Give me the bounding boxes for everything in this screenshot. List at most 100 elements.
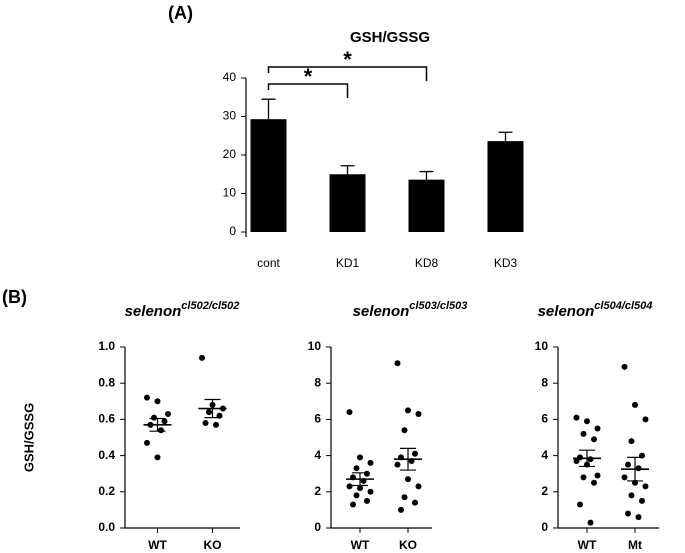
data-point: [632, 401, 638, 408]
data-point: [587, 456, 594, 463]
title-main: selenon: [538, 303, 595, 320]
y-tick-label: 0.4: [98, 448, 115, 462]
y-tick-label: 8: [314, 375, 321, 389]
error-bar: [419, 170, 434, 180]
x-tick-label: cont: [257, 256, 280, 270]
data-point: [584, 418, 590, 425]
data-point: [594, 472, 601, 479]
error-bar: [340, 165, 355, 175]
significance-bracket: [267, 66, 428, 81]
sem-bar: [400, 447, 416, 471]
data-point: [357, 485, 363, 492]
x-tick-label: WT: [578, 538, 597, 552]
data-point: [573, 414, 580, 421]
data-point: [580, 474, 587, 481]
data-point: [202, 420, 209, 427]
data-point: [398, 506, 404, 513]
data-point: [213, 421, 219, 428]
y-tick-label: 30: [223, 109, 237, 123]
data-point: [161, 418, 168, 425]
bar: [408, 179, 445, 232]
data-point: [577, 501, 583, 508]
chart-title: GSH/GSSG: [350, 29, 430, 46]
bar: [329, 174, 366, 232]
y-tick-label: 4: [541, 448, 548, 462]
data-point: [154, 398, 161, 405]
data-point: [580, 430, 587, 437]
y-tick-label: 0.6: [98, 412, 115, 426]
data-point: [621, 363, 628, 370]
data-point: [144, 394, 150, 401]
data-point: [635, 514, 642, 521]
y-axis-label: GSH/GSSG: [21, 403, 36, 472]
data-point: [625, 461, 631, 468]
y-tick-label: 2: [314, 484, 321, 498]
data-point: [165, 410, 171, 417]
y-tick-label: 1.0: [98, 339, 115, 353]
data-point: [367, 488, 374, 495]
chart-title: selenoncl503/cl503: [353, 300, 468, 320]
data-point: [591, 436, 597, 443]
x-tick-label: KD3: [494, 256, 518, 270]
data-point: [353, 465, 360, 472]
title-main: selenon: [353, 303, 410, 320]
y-tick-label: 40: [223, 70, 237, 84]
data-point: [642, 483, 649, 490]
data-point: [158, 427, 164, 434]
data-point: [154, 454, 161, 461]
data-point: [394, 461, 401, 468]
data-point: [639, 497, 645, 504]
data-point: [415, 410, 422, 417]
y-tick-label: 10: [308, 339, 322, 353]
data-point: [573, 458, 580, 465]
sem-bar: [579, 449, 595, 468]
data-point: [412, 450, 418, 457]
title-superscript: cl503/cl503: [409, 300, 467, 312]
x-tick-label: KD1: [336, 256, 360, 270]
bar: [487, 141, 524, 232]
data-point: [401, 427, 408, 434]
data-point: [415, 483, 422, 490]
significance-label: *: [343, 47, 352, 72]
title-superscript: cl502/cl502: [181, 300, 239, 312]
x-tick-label: WT: [148, 538, 167, 552]
data-point: [144, 439, 150, 446]
x-tick-label: KO: [204, 538, 222, 552]
data-point: [350, 501, 356, 508]
panel-label: (B): [2, 287, 27, 307]
data-point: [628, 492, 635, 499]
y-tick-label: 0.8: [98, 375, 115, 389]
x-tick-label: KO: [399, 538, 417, 552]
y-tick-label: 8: [541, 375, 548, 389]
data-point: [394, 360, 401, 367]
data-point: [353, 492, 360, 499]
data-point: [346, 409, 353, 416]
x-tick-label: KD8: [415, 256, 439, 270]
x-tick-label: Mt: [628, 538, 642, 552]
error-bar: [498, 131, 513, 142]
data-point: [405, 407, 411, 414]
data-point: [587, 519, 594, 526]
data-point: [364, 470, 370, 477]
chart-title: selenoncl502/cl502: [125, 300, 240, 320]
data-point: [405, 476, 411, 483]
y-tick-label: 10: [223, 186, 237, 200]
y-tick-label: 0: [541, 520, 548, 534]
data-point: [642, 416, 649, 423]
y-tick-label: 4: [314, 448, 321, 462]
significance-label: *: [304, 64, 313, 89]
data-point: [199, 354, 205, 361]
data-point: [367, 459, 374, 466]
panel-label: (A): [168, 3, 193, 23]
data-point: [357, 454, 363, 461]
data-point: [412, 499, 418, 506]
y-tick-label: 6: [541, 412, 548, 426]
sem-bar: [627, 456, 643, 482]
x-tick-label: WT: [351, 538, 370, 552]
y-tick-label: 0.0: [98, 520, 115, 534]
y-tick-label: 2: [541, 484, 548, 498]
y-tick-label: 0: [229, 224, 236, 238]
data-point: [151, 414, 157, 421]
y-tick-label: 20: [223, 147, 237, 161]
